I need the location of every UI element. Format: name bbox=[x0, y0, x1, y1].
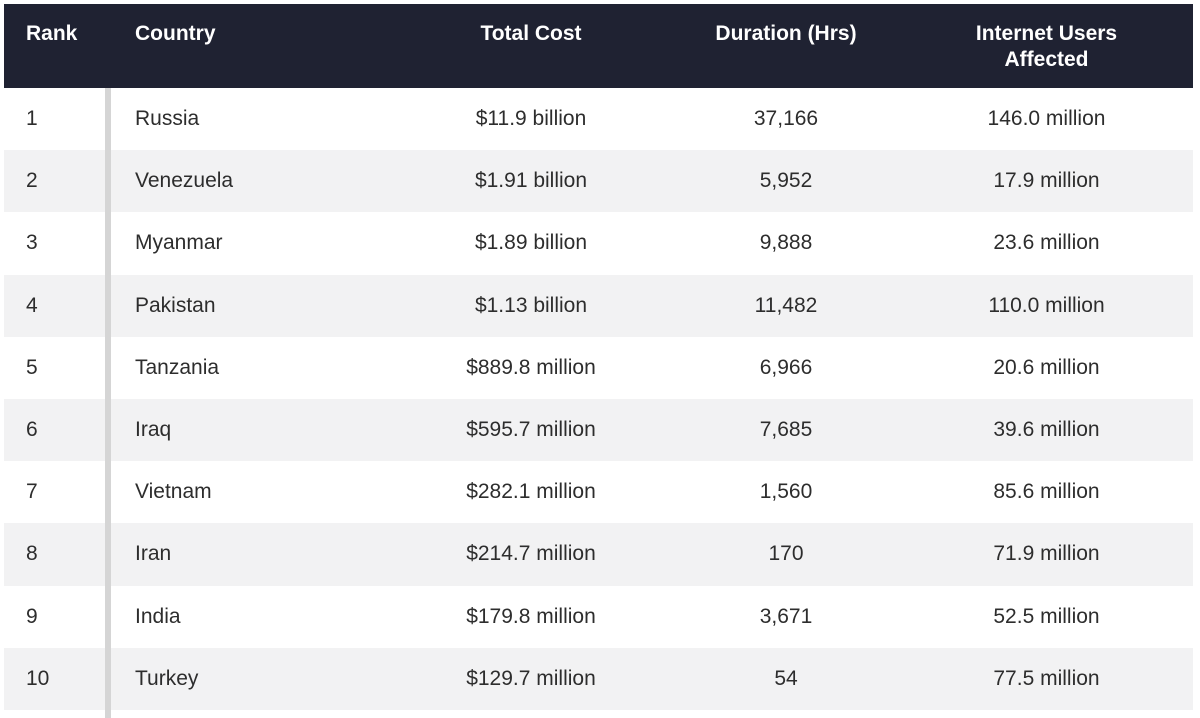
cell-users-affected: 52.5 million bbox=[993, 604, 1100, 628]
cell-country: Iraq bbox=[135, 418, 172, 442]
cell-country: Vietnam bbox=[135, 480, 212, 504]
column-header-users-affected: Internet Users Affected bbox=[900, 4, 1193, 88]
table-body: 1 Russia $11.9 billion 37,166 146.0 mill… bbox=[4, 88, 1193, 710]
cell-rank: 2 bbox=[26, 169, 38, 193]
table-row: 7 Vietnam $282.1 million 1,560 85.6 mill… bbox=[4, 461, 1193, 524]
table-row: 3 Myanmar $1.89 billion 9,888 23.6 milli… bbox=[4, 212, 1193, 275]
cell-total-cost: $179.8 million bbox=[466, 604, 596, 628]
cell-users-affected: 110.0 million bbox=[988, 293, 1105, 317]
cell-country: Iran bbox=[135, 542, 172, 566]
rank-country-divider bbox=[105, 88, 111, 718]
cell-duration: 6,966 bbox=[759, 355, 813, 379]
cell-rank: 8 bbox=[26, 542, 38, 566]
cell-users-affected: 85.6 million bbox=[993, 480, 1100, 504]
cell-duration: 1,560 bbox=[759, 480, 813, 504]
cell-duration: 3,671 bbox=[759, 604, 813, 628]
cell-total-cost: $11.9 billion bbox=[475, 107, 587, 131]
table-row: 10 Turkey $129.7 million 54 77.5 million bbox=[4, 647, 1193, 710]
cell-duration: 9,888 bbox=[759, 231, 813, 255]
cell-users-affected: 23.6 million bbox=[993, 231, 1100, 255]
cell-total-cost: $129.7 million bbox=[466, 666, 596, 690]
table-row: 5 Tanzania $889.8 million 6,966 20.6 mil… bbox=[4, 336, 1193, 399]
table-row: 6 Iraq $595.7 million 7,685 39.6 million bbox=[4, 398, 1193, 462]
column-header-duration: Duration (Hrs) bbox=[715, 22, 857, 45]
cell-country: Myanmar bbox=[135, 231, 223, 255]
table-row: 9 India $179.8 million 3,671 52.5 millio… bbox=[4, 585, 1193, 648]
column-header-country: Country bbox=[135, 22, 216, 45]
cell-total-cost: $595.7 million bbox=[466, 418, 596, 442]
cell-rank: 1 bbox=[26, 107, 38, 131]
cell-total-cost: $1.89 billion bbox=[474, 231, 588, 255]
cell-users-affected: 146.0 million bbox=[987, 107, 1106, 131]
cell-duration: 7,685 bbox=[759, 418, 813, 442]
cell-country: Venezuela bbox=[135, 169, 234, 193]
cell-total-cost: $282.1 million bbox=[466, 480, 596, 504]
cell-total-cost: $1.91 billion bbox=[474, 169, 588, 193]
cell-users-affected: 20.6 million bbox=[993, 355, 1100, 379]
cell-country: Pakistan bbox=[135, 293, 216, 317]
cell-rank: 6 bbox=[26, 418, 38, 442]
column-header-users-affected-label: Internet Users Affected bbox=[975, 22, 1118, 71]
cell-rank: 5 bbox=[26, 355, 38, 379]
cell-total-cost: $1.13 billion bbox=[474, 293, 588, 317]
column-header-total-cost: Total Cost bbox=[480, 22, 582, 45]
cell-country: India bbox=[135, 604, 181, 628]
table-header-row: Rank Country Total Cost Duration (Hrs) I… bbox=[4, 4, 1193, 88]
table-row: 1 Russia $11.9 billion 37,166 146.0 mill… bbox=[4, 88, 1193, 151]
cell-duration: 5,952 bbox=[759, 169, 813, 193]
cell-duration: 170 bbox=[768, 542, 804, 566]
table-row: 4 Pakistan $1.13 billion 11,482 110.0 mi… bbox=[4, 274, 1193, 337]
cell-country: Tanzania bbox=[135, 355, 220, 379]
cell-duration: 54 bbox=[774, 666, 798, 690]
cell-users-affected: 17.9 million bbox=[993, 169, 1100, 193]
column-header-rank: Rank bbox=[26, 22, 78, 45]
cell-total-cost: $889.8 million bbox=[466, 355, 596, 379]
table-row: 2 Venezuela $1.91 billion 5,952 17.9 mil… bbox=[4, 150, 1193, 213]
cell-total-cost: $214.7 million bbox=[466, 542, 596, 566]
cell-country: Russia bbox=[135, 107, 200, 131]
cell-users-affected: 39.6 million bbox=[993, 418, 1100, 442]
table-row: 8 Iran $214.7 million 170 71.9 million bbox=[4, 523, 1193, 586]
cell-users-affected: 77.5 million bbox=[993, 666, 1100, 690]
cell-country: Turkey bbox=[135, 666, 199, 690]
cell-users-affected: 71.9 million bbox=[993, 542, 1100, 566]
cell-duration: 37,166 bbox=[753, 107, 819, 131]
cell-rank: 3 bbox=[26, 231, 38, 255]
cell-rank: 9 bbox=[26, 604, 38, 628]
cell-rank: 10 bbox=[26, 666, 50, 690]
cell-duration: 11,482 bbox=[754, 293, 818, 317]
cell-rank: 4 bbox=[26, 293, 38, 317]
cell-rank: 7 bbox=[26, 480, 38, 504]
